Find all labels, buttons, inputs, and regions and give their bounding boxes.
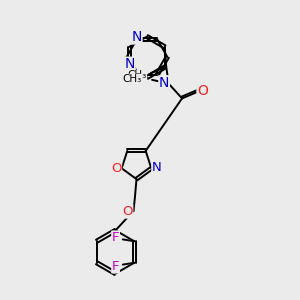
- Text: N: N: [152, 161, 162, 174]
- Text: N: N: [132, 30, 142, 44]
- Text: N: N: [125, 57, 135, 71]
- Text: F: F: [112, 260, 119, 273]
- Text: CH₃: CH₃: [122, 74, 142, 84]
- Text: F: F: [112, 231, 119, 244]
- Text: N: N: [159, 76, 169, 90]
- Text: O: O: [122, 205, 133, 218]
- Text: O: O: [197, 84, 208, 98]
- Text: CH₃: CH₃: [128, 70, 147, 80]
- Text: O: O: [111, 162, 122, 176]
